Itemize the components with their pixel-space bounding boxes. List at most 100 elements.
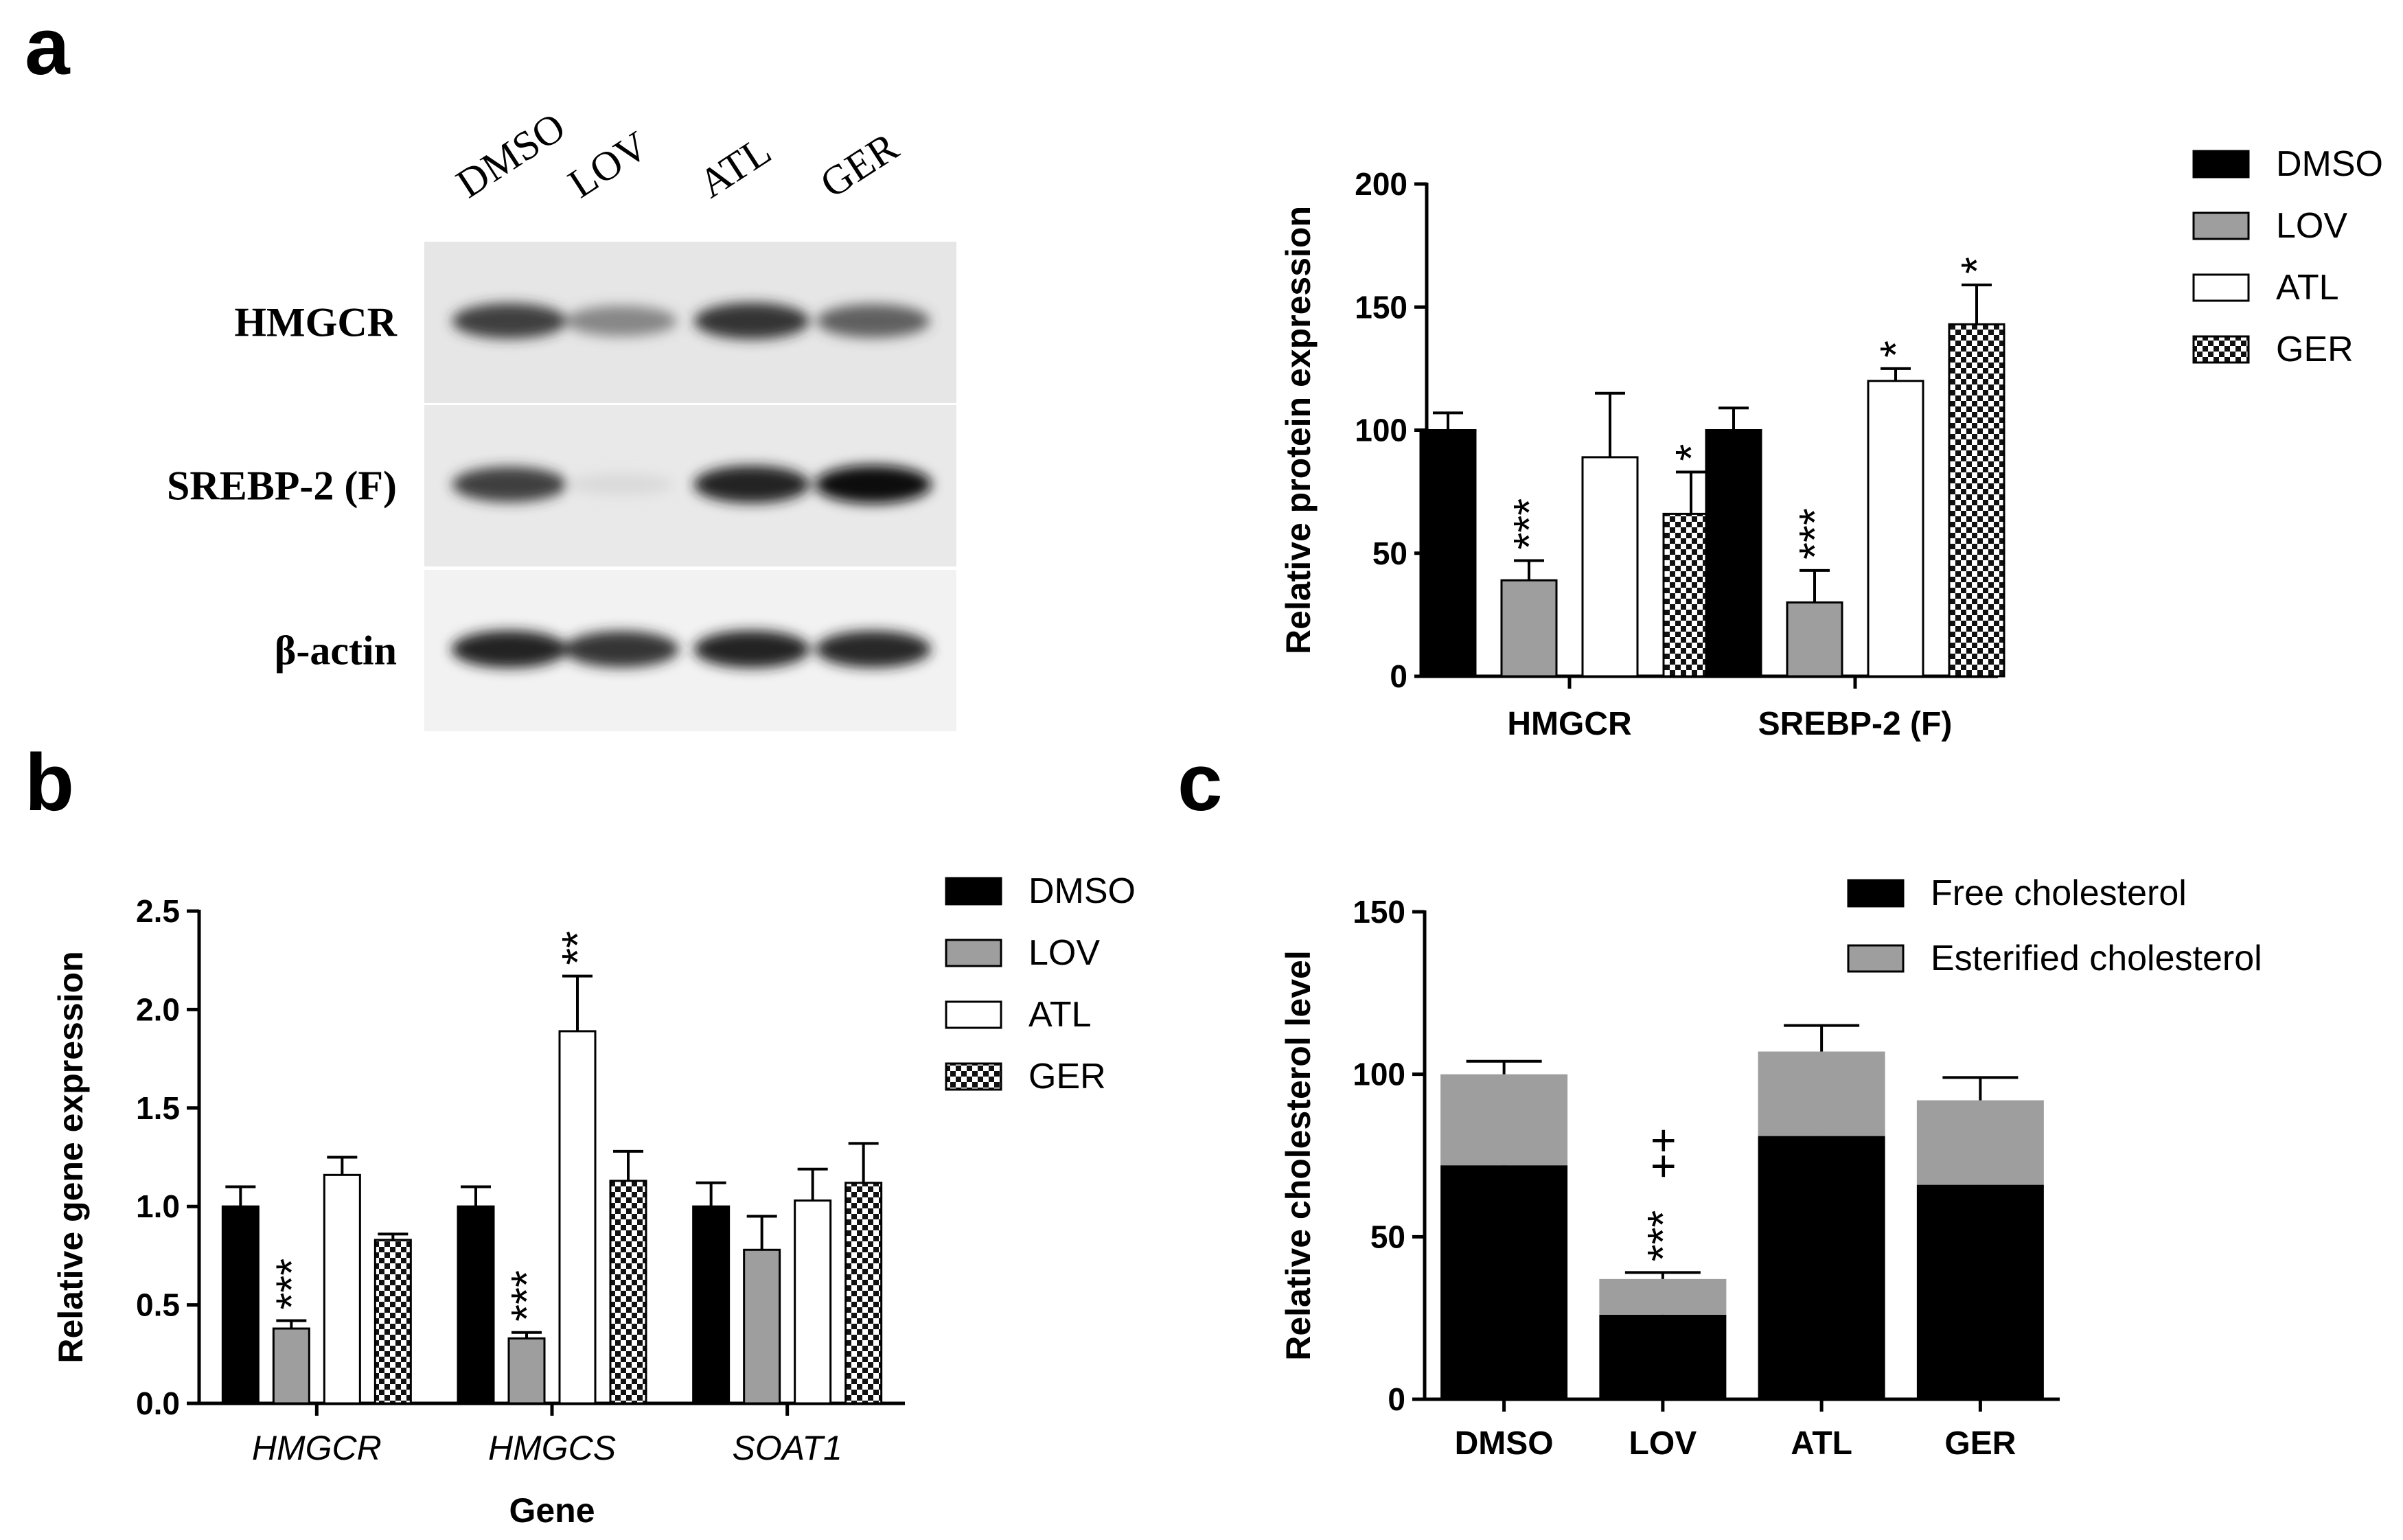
x-tick-label-hmgcr: HMGCR: [1507, 706, 1631, 742]
blot-bands-hmgcr: [452, 302, 930, 340]
legend-swatch-ger: [2192, 335, 2250, 364]
lane-label-atl: ATL: [691, 128, 779, 207]
bar-dmso-soat1: [692, 1205, 731, 1405]
x-tick-label-srebp-2-f: SREBP-2 (F): [1758, 706, 1953, 742]
y-axis-title: Relative protein expression: [1279, 206, 1318, 654]
bar-lov-hmgcs: [507, 1337, 546, 1405]
legend-swatch-dmso: [2192, 150, 2250, 179]
bar-dmso-hmgcr: [1419, 429, 1477, 678]
band-actin-ger: [815, 630, 932, 668]
blot-row-label-actin: β-actin: [275, 628, 397, 674]
x-tick-label-lov: LOV: [1629, 1425, 1697, 1462]
chart-a-protein-expression: 0 50 100 150 200 Relative protein expression H…: [1279, 144, 2383, 742]
significance-srebp-2-f-4: *: [1952, 257, 2001, 274]
bar-esterified-cholesterol-lov: [1599, 1278, 1727, 1315]
band-hmgcr-atl: [694, 302, 809, 340]
bar-dmso-hmgcs: [457, 1205, 495, 1405]
panel-letter-c: c: [1177, 737, 1223, 828]
band-hmgcr-dmso: [452, 303, 567, 339]
legend-label-free-cholesterol: Free cholesterol: [1931, 873, 2187, 913]
blot-row-label-srebp-2-f: SREBP-2 (F): [167, 463, 397, 509]
lane-label-ger: GER: [812, 124, 906, 207]
legend-swatch-free-cholesterol: [1847, 879, 1905, 908]
bar-lov-hmgcr: [272, 1327, 310, 1405]
legend-swatch-esterified-cholesterol: [1847, 944, 1905, 973]
y-tick-label: 0.5: [136, 1287, 180, 1323]
y-tick-label: 0.0: [136, 1386, 180, 1421]
bar-dmso-srebp-2-f: [1705, 429, 1762, 678]
x-tick-label-soat1: SOAT1: [733, 1429, 842, 1467]
significance-lov-1: ++: [1638, 1128, 1688, 1180]
y-tick-label: 1.0: [136, 1188, 180, 1224]
bar-ger-hmgcs: [609, 1180, 647, 1405]
y-tick-label: 50: [1372, 536, 1407, 571]
y-tick-label: 50: [1370, 1219, 1405, 1254]
band-srebp-2-f-ger: [815, 465, 932, 504]
significance-srebp-2-f-2: ***: [1790, 508, 1839, 560]
blot-bands-srebp-2-f: [452, 465, 932, 504]
legend-label-atl: ATL: [1028, 995, 1092, 1035]
bar-dmso-hmgcr: [221, 1205, 260, 1405]
band-actin-lov: [564, 630, 679, 668]
band-hmgcr-lov: [566, 306, 677, 336]
x-axis-title: Gene: [509, 1491, 595, 1530]
y-tick-label: 2.0: [136, 991, 180, 1027]
legend-swatch-atl: [2192, 273, 2250, 302]
significance-hmgcs-1: ***: [502, 1270, 551, 1322]
bar-esterified-cholesterol-dmso: [1440, 1074, 1568, 1166]
legend-swatch-ger: [945, 1062, 1002, 1091]
legend-label-lov: LOV: [1028, 933, 1100, 973]
significance-hmgcr-0: ***: [266, 1259, 316, 1310]
bar-esterified-cholesterol-ger: [1916, 1100, 2044, 1185]
legend-swatch-atl: [945, 1000, 1002, 1029]
y-axis-title: Relative gene expression: [51, 951, 90, 1363]
x-tick-label-hmgcr: HMGCR: [252, 1429, 382, 1467]
y-tick-label: 0: [1388, 1381, 1405, 1417]
bar-lov-soat1: [743, 1248, 781, 1405]
y-tick-label: 150: [1355, 289, 1407, 325]
lane-label-dmso: DMSO: [448, 104, 573, 207]
band-srebp-2-f-atl: [693, 466, 810, 503]
blot-row-label-hmgcr: HMGCR: [234, 300, 397, 345]
y-tick-label: 150: [1353, 894, 1405, 930]
y-tick-label: 1.5: [136, 1090, 180, 1126]
legend-label-dmso: DMSO: [2276, 144, 2383, 184]
legend-swatch-lov: [945, 939, 1002, 967]
bar-atl-hmgcr: [323, 1173, 361, 1405]
y-axis-title: Relative cholesterol level: [1279, 950, 1318, 1361]
legend-label-atl: ATL: [2276, 268, 2339, 308]
legend-label-dmso: DMSO: [1028, 871, 1136, 911]
band-actin-dmso: [451, 630, 568, 668]
legend-label-lov: LOV: [2276, 206, 2347, 246]
bar-atl-srebp-2-f: [1867, 380, 1924, 678]
bar-atl-hmgcr: [1581, 456, 1639, 678]
chart-c-cholesterol-level: 0 50 100 150 Relative cholesterol level DMSO L…: [1279, 873, 2262, 1462]
x-tick-label-hmgcs: HMGCS: [488, 1429, 616, 1467]
blot-bands-actin: [451, 630, 932, 668]
bar-esterified-cholesterol-atl: [1758, 1051, 1885, 1136]
significance-hmgcs-2: **: [553, 931, 602, 965]
y-tick-label: 200: [1355, 166, 1407, 202]
significance-srebp-2-f-3: *: [1871, 341, 1920, 358]
bar-ger-soat1: [844, 1182, 883, 1405]
band-srebp-2-f-dmso: [452, 466, 567, 503]
x-tick-label-atl: ATL: [1791, 1425, 1852, 1462]
panel-letter-b: b: [25, 737, 74, 828]
legend-label-ger: GER: [1028, 1057, 1106, 1096]
legend-swatch-dmso: [945, 877, 1002, 906]
band-hmgcr-ger: [816, 304, 930, 338]
bar-ger-srebp-2-f: [1948, 323, 2005, 678]
y-tick-label: 100: [1353, 1057, 1405, 1092]
band-actin-atl: [693, 630, 810, 668]
bar-lov-hmgcr: [1500, 579, 1558, 678]
y-tick-label: 100: [1355, 413, 1407, 448]
y-tick-label: 0: [1390, 658, 1407, 694]
bar-free-cholesterol-lov: [1599, 1314, 1727, 1399]
significance-hmgcr-1: *: [1666, 444, 1716, 461]
chart-b-gene-expression: 0.0 0.5 1.0 1.5 2.0 2.5 Relative gene expressi…: [51, 871, 1136, 1530]
bar-lov-srebp-2-f: [1786, 601, 1843, 678]
y-tick-label: 2.5: [136, 893, 180, 929]
legend-swatch-lov: [2192, 211, 2250, 240]
